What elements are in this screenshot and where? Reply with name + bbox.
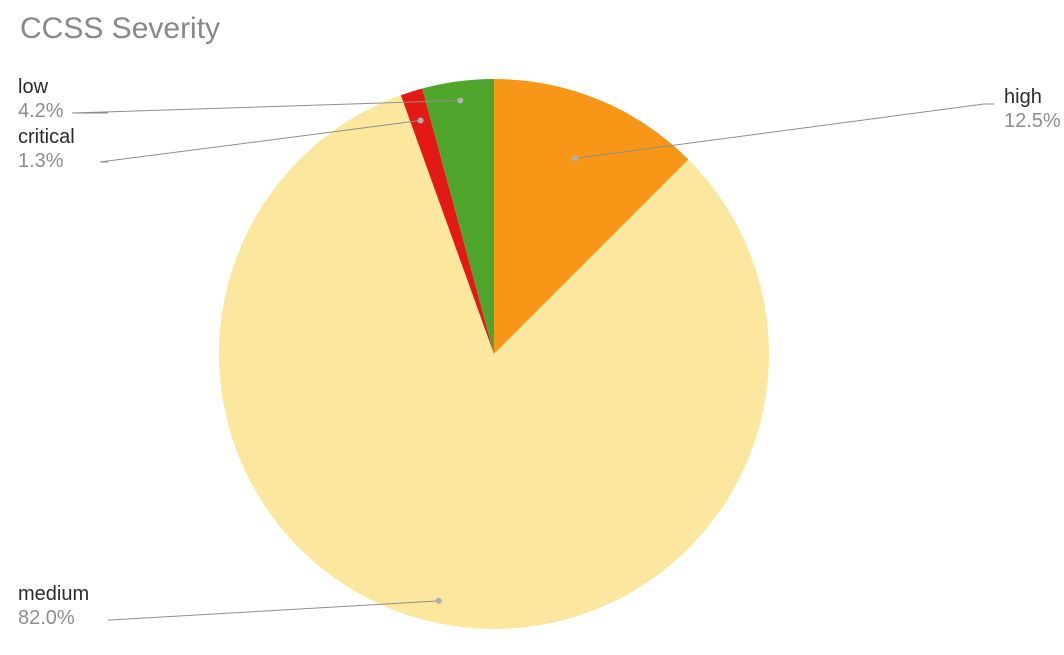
leader-dot-high — [572, 155, 578, 161]
slice-pct: 4.2% — [18, 99, 64, 123]
slice-name: medium — [18, 582, 89, 606]
slice-name: critical — [18, 125, 75, 149]
leader-dot-low — [457, 97, 463, 103]
leader-line-medium — [108, 601, 439, 620]
slice-name: high — [1004, 85, 1061, 109]
leader-dot-critical — [418, 118, 424, 124]
pie-svg — [0, 0, 1064, 650]
slice-label-critical: critical 1.3% — [18, 125, 75, 173]
slice-label-medium: medium 82.0% — [18, 582, 89, 630]
slice-pct: 1.3% — [18, 149, 75, 173]
slice-pct: 82.0% — [18, 606, 89, 630]
slice-label-high: high 12.5% — [1004, 85, 1061, 133]
leader-dot-medium — [436, 598, 442, 604]
slice-pct: 12.5% — [1004, 109, 1061, 133]
pie-chart — [0, 0, 1064, 650]
slice-name: low — [18, 75, 64, 99]
slice-label-low: low 4.2% — [18, 75, 64, 123]
